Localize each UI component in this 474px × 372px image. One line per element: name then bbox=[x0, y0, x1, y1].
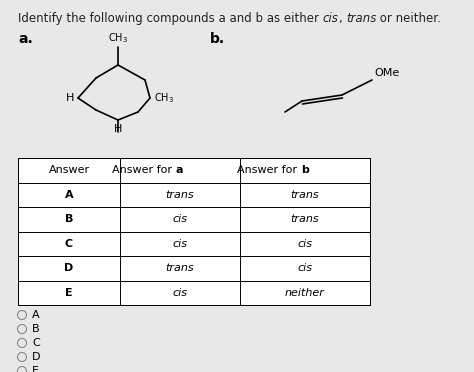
Text: B: B bbox=[65, 214, 73, 224]
Text: or neither.: or neither. bbox=[376, 12, 441, 25]
Text: a: a bbox=[176, 165, 183, 175]
Text: trans: trans bbox=[166, 190, 194, 200]
Text: b: b bbox=[301, 165, 309, 175]
Text: A: A bbox=[32, 310, 40, 320]
Text: trans: trans bbox=[346, 12, 376, 25]
Text: CH$_3$: CH$_3$ bbox=[154, 91, 174, 105]
Text: a.: a. bbox=[18, 32, 33, 46]
Text: CH$_3$: CH$_3$ bbox=[108, 31, 128, 45]
Text: C: C bbox=[32, 338, 40, 348]
Text: cis: cis bbox=[323, 12, 338, 25]
Text: H: H bbox=[114, 124, 122, 134]
Text: cis: cis bbox=[173, 239, 188, 249]
Text: cis: cis bbox=[173, 214, 188, 224]
Text: B: B bbox=[32, 324, 40, 334]
Text: D: D bbox=[64, 263, 73, 273]
Text: cis: cis bbox=[298, 263, 312, 273]
Bar bbox=[18, 158, 370, 305]
Text: Answer: Answer bbox=[48, 165, 90, 175]
Text: cis: cis bbox=[173, 288, 188, 298]
Text: OMe: OMe bbox=[374, 68, 399, 78]
Text: Identify the following compounds a and b as either: Identify the following compounds a and b… bbox=[18, 12, 323, 25]
Text: H: H bbox=[65, 93, 74, 103]
Text: C: C bbox=[65, 239, 73, 249]
Text: neither: neither bbox=[285, 288, 325, 298]
Text: cis: cis bbox=[298, 239, 312, 249]
Text: Answer for: Answer for bbox=[237, 165, 301, 175]
Text: trans: trans bbox=[166, 263, 194, 273]
Text: b.: b. bbox=[210, 32, 225, 46]
Text: trans: trans bbox=[291, 190, 319, 200]
Text: D: D bbox=[32, 352, 40, 362]
Text: Answer for: Answer for bbox=[112, 165, 176, 175]
Text: ,: , bbox=[338, 12, 346, 25]
Text: trans: trans bbox=[291, 214, 319, 224]
Text: A: A bbox=[64, 190, 73, 200]
Text: E: E bbox=[65, 288, 73, 298]
Text: E: E bbox=[32, 366, 39, 372]
